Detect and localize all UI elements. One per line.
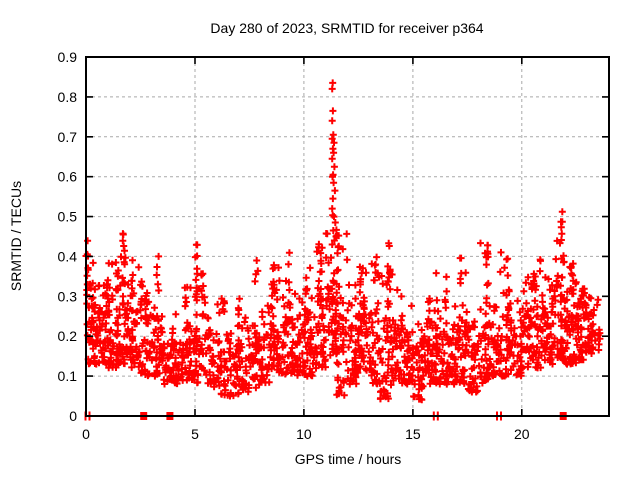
x-tick-labels: 0 5 10 15 20 [82, 426, 530, 442]
y-tick-label: 0.7 [58, 129, 78, 145]
x-tick-label: 15 [405, 426, 421, 442]
x-axis-label: GPS time / hours [294, 451, 402, 467]
y-axis-label: SRMTID / TECUs [8, 180, 24, 292]
chart-title: Day 280 of 2023, SRMTID for receiver p36… [210, 20, 484, 36]
y-tick-label: 0.4 [58, 248, 78, 264]
x-tick-label: 5 [191, 426, 199, 442]
y-tick-label: 0.9 [58, 49, 78, 65]
x-tick-label: 10 [296, 426, 312, 442]
y-tick-label: 0.5 [58, 209, 78, 225]
y-tick-label: 0.3 [58, 288, 78, 304]
y-tick-labels: 0 0.1 0.2 0.3 0.4 0.5 0.6 0.7 0.8 0.9 [58, 49, 78, 424]
y-tick-label: 0.2 [58, 328, 78, 344]
scatter-points [82, 79, 604, 404]
y-tick-label: 0.8 [58, 89, 78, 105]
x-tick-label: 20 [514, 426, 530, 442]
y-tick-label: 0.6 [58, 169, 78, 185]
plot-border [85, 56, 610, 417]
y-tick-label: 0 [69, 408, 77, 424]
y-tick-label: 0.1 [58, 368, 78, 384]
x-tick-label: 0 [82, 426, 90, 442]
